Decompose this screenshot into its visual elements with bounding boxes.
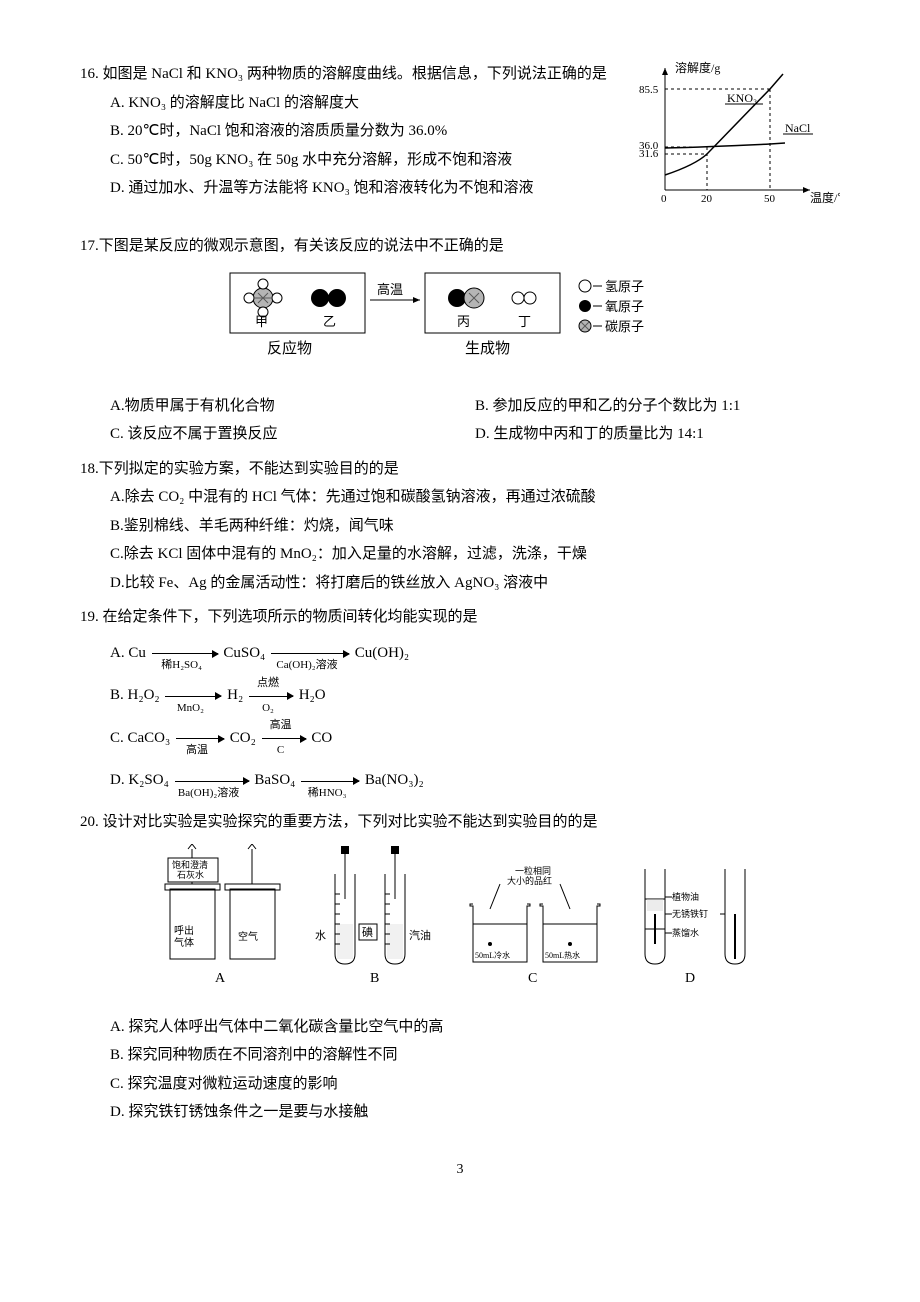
q18-stem: 18.下列拟定的实验方案，不能达到实验目的的是 (80, 455, 840, 484)
svg-text:水: 水 (315, 929, 326, 942)
svg-text:50: 50 (764, 193, 776, 205)
svg-text:20: 20 (701, 193, 713, 205)
svg-text:石灰水: 石灰水 (177, 869, 204, 880)
q17-stem: 17.下图是某反应的微观示意图，有关该反应的说法中不正确的是 (80, 232, 840, 261)
question-17: 17.下图是某反应的微观示意图，有关该反应的说法中不正确的是 甲 乙 反应物 高… (80, 232, 840, 449)
q19-opt-d: D. K₂SO₄ Ba(OH)₂溶液 BaSO₄ 稀HNO₃ Ba(NO₃)₂ (110, 759, 840, 802)
question-18: 18.下列拟定的实验方案，不能达到实验目的的是 A.除去 CO₂ 中混有的 HC… (80, 455, 840, 598)
solubility-svg: 溶解度/g 温度/℃ 31.6 36.0 85.5 0 20 50 KNO₃ N… (635, 60, 840, 215)
q19-opt-c: C. CaCO₃ 高温 CO₂ C高温 CO (110, 717, 840, 760)
svg-text:氧原子: 氧原子 (605, 299, 644, 314)
series-kno3: KNO₃ (727, 91, 757, 105)
q17-opt-a: A.物质甲属于有机化合物 (110, 392, 475, 421)
svg-text:50mL冷水: 50mL冷水 (475, 950, 510, 960)
xlabel: 温度/℃ (810, 190, 840, 205)
svg-text:大小的品红: 大小的品红 (507, 875, 552, 886)
svg-text:丙: 丙 (457, 314, 470, 329)
q17-opt-d: D. 生成物中丙和丁的质量比为 14:1 (475, 420, 840, 449)
arrow: 稀H₂SO₄ (152, 632, 218, 674)
reaction-svg: 甲 乙 反应物 高温 丙 丁 生成物 氢原子 氧原子 (225, 268, 695, 373)
page-number: 3 (80, 1157, 840, 1184)
svg-text:50mL热水: 50mL热水 (545, 950, 580, 960)
svg-text:B: B (370, 971, 379, 986)
svg-text:无锈铁钉: 无锈铁钉 (672, 908, 708, 919)
svg-text:碳原子: 碳原子 (605, 319, 644, 334)
q17-opt-b: B. 参加反应的甲和乙的分子个数比为 1:1 (475, 392, 840, 421)
svg-text:呼出: 呼出 (174, 924, 194, 937)
experiments-svg: 呼出 气体 空气 饱和澄清 石灰水 A (150, 844, 770, 994)
arrow: 稀HNO₃ (301, 760, 359, 802)
svg-text:D: D (685, 971, 695, 986)
svg-text:气体: 气体 (174, 936, 194, 949)
solubility-graph: 溶解度/g 温度/℃ 31.6 36.0 85.5 0 20 50 KNO₃ N… (635, 60, 840, 226)
q18-opt-c: C.除去 KCl 固体中混有的 MnO₂：加入足量的水溶解，过滤，洗涤，干燥 (110, 540, 840, 569)
q20-stem: 20. 设计对比实验是实验探究的重要方法，下列对比实验不能达到实验目的的是 (80, 808, 840, 837)
svg-text:36.0: 36.0 (639, 140, 659, 152)
svg-text:85.5: 85.5 (639, 84, 659, 96)
svg-text:甲: 甲 (255, 314, 268, 329)
svg-text:生成物: 生成物 (465, 340, 510, 357)
arrow: C高温 (262, 717, 306, 759)
arrow: MnO₂ (165, 675, 221, 717)
svg-text:碘: 碘 (362, 926, 373, 939)
q20-opt-d: D. 探究铁钉锈蚀条件之一是要与水接触 (110, 1098, 840, 1127)
svg-text:高温: 高温 (377, 282, 403, 297)
arrow: 高温 (176, 717, 224, 759)
arrow: Ca(OH)₂溶液 (271, 632, 349, 674)
arrow: O₂点燃 (249, 675, 293, 717)
q19-stem: 19. 在给定条件下，下列选项所示的物质间转化均能实现的是 (80, 603, 840, 632)
q19-opt-b: B. H₂O₂ MnO₂ H₂ O₂点燃 H₂O (110, 674, 840, 717)
svg-text:0: 0 (661, 193, 667, 205)
svg-text:C: C (528, 971, 537, 986)
svg-text:乙: 乙 (323, 314, 336, 329)
q18-opt-b: B.鉴别棉线、羊毛两种纤维：灼烧，闻气味 (110, 512, 840, 541)
svg-text:蒸馏水: 蒸馏水 (672, 927, 699, 938)
svg-text:反应物: 反应物 (267, 339, 312, 357)
arrow: Ba(OH)₂溶液 (175, 760, 249, 802)
svg-text:汽油: 汽油 (409, 928, 431, 942)
q18-opt-a: A.除去 CO₂ 中混有的 HCl 气体：先通过饱和碳酸氢钠溶液，再通过浓硫酸 (110, 483, 840, 512)
svg-text:空气: 空气 (238, 930, 258, 943)
svg-text:饱和澄清: 饱和澄清 (172, 859, 208, 870)
svg-text:A: A (215, 971, 226, 986)
q20-opt-c: C. 探究温度对微粒运动速度的影响 (110, 1070, 840, 1099)
question-20: 20. 设计对比实验是实验探究的重要方法，下列对比实验不能达到实验目的的是 呼出… (80, 808, 840, 1127)
q20-opt-a: A. 探究人体呼出气体中二氧化碳含量比空气中的高 (110, 1013, 840, 1042)
q18-opt-d: D.比较 Fe、Ag 的金属活动性：将打磨后的铁丝放入 AgNO₃ 溶液中 (110, 569, 840, 598)
q20-opt-b: B. 探究同种物质在不同溶剂中的溶解性不同 (110, 1041, 840, 1070)
q17-diagram: 甲 乙 反应物 高温 丙 丁 生成物 氢原子 氧原子 (80, 268, 840, 384)
svg-text:丁: 丁 (518, 314, 531, 329)
question-19: 19. 在给定条件下，下列选项所示的物质间转化均能实现的是 A. Cu 稀H₂S… (80, 603, 840, 802)
series-nacl: NaCl (785, 121, 811, 135)
svg-text:植物油: 植物油 (672, 891, 699, 902)
svg-text:一粒相同: 一粒相同 (515, 865, 551, 876)
question-16: 溶解度/g 温度/℃ 31.6 36.0 85.5 0 20 50 KNO₃ N… (80, 60, 840, 226)
ylabel: 溶解度/g (675, 60, 720, 75)
svg-text:氢原子: 氢原子 (605, 279, 644, 294)
q19-opt-a: A. Cu 稀H₂SO₄ CuSO₄ Ca(OH)₂溶液 Cu(OH)₂ (110, 632, 840, 675)
q17-opt-c: C. 该反应不属于置换反应 (110, 420, 475, 449)
q20-figure: 呼出 气体 空气 饱和澄清 石灰水 A (80, 844, 840, 1005)
